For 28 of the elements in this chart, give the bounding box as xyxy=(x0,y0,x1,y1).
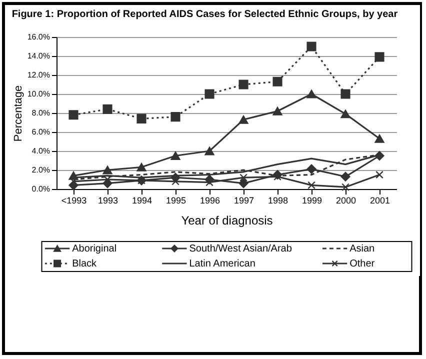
legend-label: Black xyxy=(72,258,98,270)
y-tick-label: 2.0% xyxy=(32,166,50,174)
x-tick-label: 1997 xyxy=(234,196,254,206)
x-tick-label: 1995 xyxy=(166,196,186,206)
x-axis-title: Year of diagnosis xyxy=(181,214,273,228)
y-tick-label: 0.0% xyxy=(32,184,50,194)
legend-label: Asian xyxy=(350,244,375,254)
y-tick-label: 8.0% xyxy=(32,108,50,118)
legend-label: Aboriginal xyxy=(72,244,117,254)
y-tick-label: 6.0% xyxy=(32,128,50,136)
y-tick-label: 4.0% xyxy=(32,146,50,156)
legend-label: South/West Asian/Arab xyxy=(189,244,292,254)
x-tick-label: 1994 xyxy=(132,196,152,206)
x-tick-label: 1996 xyxy=(200,196,220,206)
x-tick-label: 1998 xyxy=(268,196,288,206)
legend-label: Latin American xyxy=(189,258,256,270)
x-tick-label: 1993 xyxy=(98,196,118,206)
x-tick-label: 1999 xyxy=(302,196,322,206)
x-tick-label: 2000 xyxy=(336,196,356,206)
y-tick-label: 12.0% xyxy=(27,70,50,80)
x-tick-label: 2001 xyxy=(370,196,390,206)
legend-label: Other xyxy=(350,258,376,270)
y-tick-label: 10.0% xyxy=(27,90,50,98)
y-tick-label: 14.0% xyxy=(27,52,50,60)
x-tick-label: <1993 xyxy=(61,196,87,206)
chart-title: Figure 1: Proportion of Reported AIDS Cases for Selected Ethnic Groups, by year xyxy=(12,9,398,20)
y-tick-label: 16.0% xyxy=(27,32,50,42)
y-axis-title: Percentage xyxy=(12,85,24,142)
